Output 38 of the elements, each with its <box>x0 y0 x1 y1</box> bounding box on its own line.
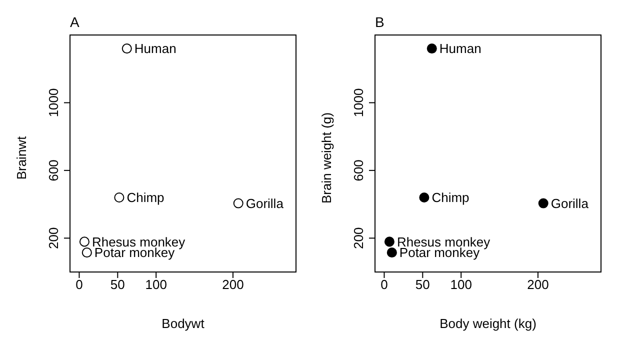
annotation: Human <box>134 41 176 56</box>
y-axis-title: Brain weight (g) <box>319 112 334 204</box>
x-tick-label: 100 <box>145 277 167 292</box>
x-tick-label: 50 <box>415 277 430 292</box>
y-tick-label: 1000 <box>351 88 366 118</box>
annotation: Human <box>439 41 482 56</box>
x-tick-label: 50 <box>110 277 125 292</box>
y-axis-title: Brainwt <box>14 136 29 180</box>
point <box>79 236 90 247</box>
x-axis-title: Body weight (kg) <box>440 316 536 331</box>
point <box>233 198 244 208</box>
annotation: Chimp <box>126 190 164 206</box>
y-tick-label: 200 <box>46 227 61 249</box>
y-tick-label: 1000 <box>46 88 61 118</box>
point <box>82 248 92 258</box>
point <box>114 192 124 203</box>
annotation: Chimp <box>432 190 470 206</box>
x-tick-label: 200 <box>222 277 244 292</box>
point <box>538 198 548 208</box>
annotation: Rhesus monkey <box>92 234 186 250</box>
point <box>426 44 437 54</box>
y-tick-label: 200 <box>351 227 366 249</box>
x-axis-title: Bodywt <box>162 316 205 331</box>
x-tick-label: 0 <box>380 277 388 292</box>
point <box>419 192 430 203</box>
x-tick-label: 100 <box>450 277 472 292</box>
x-tick-label: 200 <box>527 277 549 292</box>
annotation: Rhesus monkey <box>396 234 491 250</box>
point <box>122 44 132 54</box>
point <box>386 248 397 258</box>
y-tick-label: 600 <box>351 160 366 182</box>
point <box>384 236 394 247</box>
y-tick-label: 600 <box>46 160 61 182</box>
chart-title: B <box>375 14 384 30</box>
chart-title: A <box>70 14 80 30</box>
annotation: Gorilla <box>246 196 284 211</box>
annotation: Gorilla <box>550 196 590 211</box>
x-tick-label: 0 <box>76 277 83 292</box>
